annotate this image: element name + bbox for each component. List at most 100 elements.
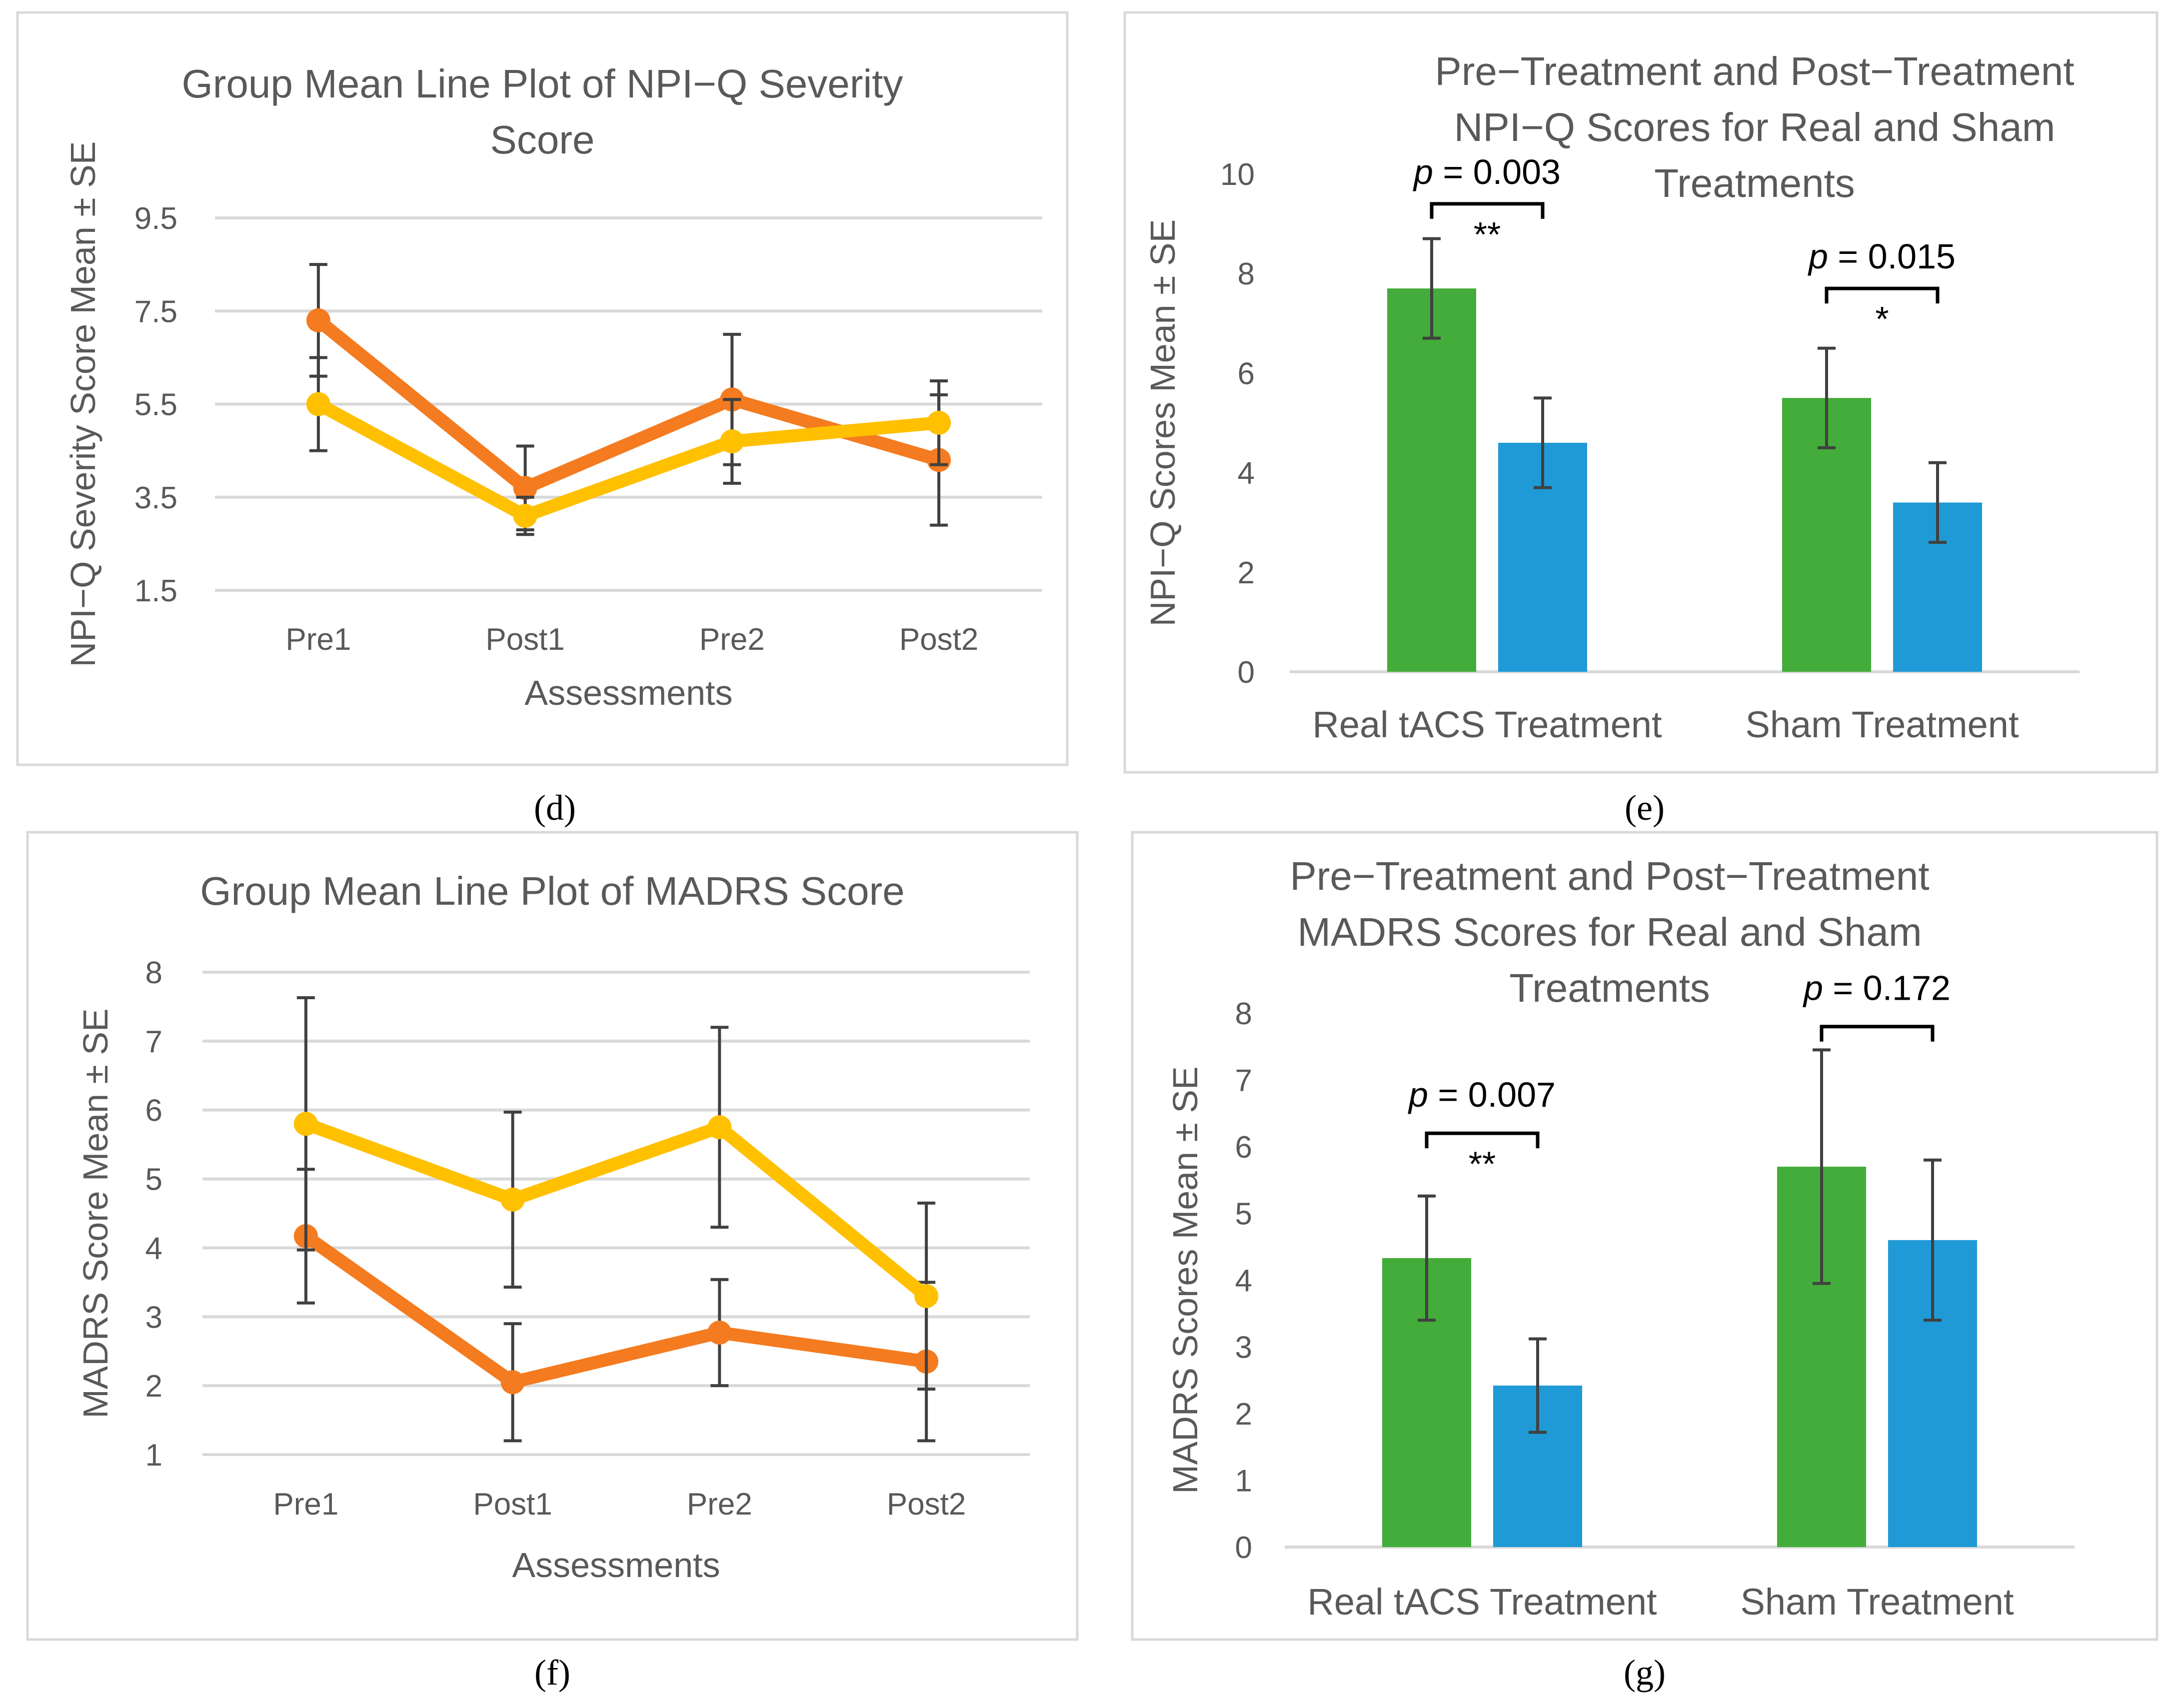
x-tick-label: Pre1: [273, 1487, 338, 1522]
y-tick-label: 0: [1235, 1531, 1252, 1565]
significance-bracket: [1425, 1131, 1540, 1149]
y-tick-label: 3: [145, 1300, 162, 1335]
y-tick-label: 0: [1238, 655, 1255, 690]
p-value: = 0.003: [1433, 152, 1561, 191]
significance-annotation: p = 0.007 **: [1408, 1075, 1556, 1183]
series-0: [1387, 237, 1871, 672]
p-value-label: p = 0.003: [1413, 152, 1561, 191]
y-tick-label: 2: [1235, 1397, 1252, 1432]
chart-title: Group Mean Line Plot of NPI−Q Severity: [182, 61, 903, 106]
data-point: [500, 1187, 525, 1212]
data-point: [500, 1370, 525, 1395]
x-tick-label: Post1: [473, 1487, 552, 1522]
significance-annotation: p = 0.172: [1803, 968, 1951, 1042]
y-tick-label: 9.5: [134, 201, 177, 236]
x-tick-label: Pre1: [285, 622, 351, 657]
y-axis-label: NPI−Q Severity Score Mean ± SE: [63, 141, 102, 667]
chart-title: NPI−Q Scores for Real and Sham: [1454, 105, 2056, 149]
y-tick-label: 1: [1235, 1464, 1252, 1499]
y-tick-label: 5.5: [134, 388, 177, 422]
chart-title: Pre−Treatment and Post−Treatment: [1435, 49, 2074, 93]
p-symbol: p: [1803, 968, 1823, 1007]
chart-title: Treatments: [1654, 161, 1855, 205]
series-0: [1382, 1048, 1866, 1547]
significance-annotation: p = 0.015 *: [1808, 237, 1956, 338]
y-tick-label: 1.5: [134, 574, 177, 608]
p-value: = 0.007: [1428, 1075, 1556, 1114]
significance-bracket: [1820, 1025, 1935, 1042]
x-tick-label: Post2: [899, 622, 979, 657]
p-value-label: p = 0.015: [1808, 237, 1956, 276]
y-tick-label: 7: [1235, 1064, 1252, 1098]
data-point: [707, 1115, 732, 1140]
p-symbol: p: [1808, 237, 1828, 276]
y-tick-label: 8: [145, 956, 162, 990]
chart-panel-e: Pre−Treatment and Post−Treatment NPI−Q Sc…: [1123, 11, 2159, 774]
x-axis-label: Assessments: [524, 673, 732, 712]
y-tick-label: 10: [1220, 157, 1255, 192]
y-tick-label: 8: [1235, 997, 1252, 1031]
panel-frame: [26, 831, 1079, 1641]
panel-label: (e): [1625, 788, 1665, 828]
panel-frame: [1131, 831, 2159, 1641]
y-tick-label: 1: [145, 1438, 162, 1473]
data-point: [306, 392, 330, 416]
x-tick-label: Sham Treatment: [1740, 1581, 2014, 1623]
x-tick-label: Real tACS Treatment: [1307, 1581, 1657, 1623]
chart-panel-g: Pre−Treatment and Post−Treatment MADRS Sc…: [1131, 831, 2159, 1641]
p-value: = 0.015: [1828, 237, 1956, 276]
y-tick-label: 6: [1238, 356, 1255, 391]
significance-annotation: p = 0.003 **: [1413, 152, 1561, 254]
x-tick-label: Sham Treatment: [1745, 704, 2019, 745]
y-axis-label: MADRS Scores Mean ± SE: [1166, 1066, 1205, 1494]
x-tick-label: Post2: [887, 1487, 966, 1522]
y-axis-label: NPI−Q Scores Mean ± SE: [1143, 219, 1182, 627]
y-tick-label: 2: [1238, 556, 1255, 590]
data-point: [306, 308, 330, 332]
x-axis-label: Assessments: [512, 1546, 720, 1585]
y-tick-label: 8: [1238, 257, 1255, 291]
series-1: [1493, 1158, 1977, 1547]
data-point: [707, 1320, 732, 1345]
y-tick-label: 7.5: [134, 294, 177, 329]
series-1: [1498, 396, 1982, 672]
series-line: [302, 1231, 927, 1389]
significance-stars: **: [1469, 1144, 1496, 1183]
chart-title: Group Mean Line Plot of MADRS Score: [200, 869, 905, 913]
p-value: = 0.172: [1823, 968, 1951, 1007]
data-point: [513, 476, 537, 500]
y-tick-label: 7: [145, 1025, 162, 1059]
y-tick-label: 4: [1238, 456, 1255, 491]
y-tick-label: 2: [145, 1369, 162, 1404]
chart-title: MADRS Scores for Real and Sham: [1297, 910, 1922, 954]
x-tick-label: Post1: [485, 622, 565, 657]
chart-title: Score: [490, 117, 595, 162]
bar: [1387, 288, 1476, 672]
x-tick-label: Pre2: [687, 1487, 752, 1522]
p-symbol: p: [1413, 152, 1433, 191]
y-axis-label: MADRS Score Mean ± SE: [76, 1008, 115, 1418]
y-tick-label: 4: [145, 1231, 162, 1266]
data-point: [513, 504, 537, 528]
series-line: [315, 398, 940, 522]
panel-frame: [16, 11, 1069, 766]
data-point: [293, 1112, 318, 1136]
p-symbol: p: [1408, 1075, 1428, 1114]
x-tick-label: Real tACS Treatment: [1312, 704, 1662, 745]
series-1: [306, 356, 951, 536]
significance-stars: **: [1474, 215, 1501, 254]
y-tick-label: 4: [1235, 1264, 1252, 1298]
chart-panel-d: Group Mean Line Plot of NPI−Q Severity Sc…: [16, 11, 1069, 766]
series-line: [303, 1118, 931, 1301]
chart-title: Pre−Treatment and Post−Treatment: [1290, 854, 1929, 898]
y-tick-label: 3.5: [134, 481, 177, 515]
y-tick-label: 3: [1235, 1331, 1252, 1365]
data-point: [914, 1284, 939, 1308]
series-1: [293, 996, 939, 1391]
p-value-label: p = 0.007: [1408, 1075, 1556, 1114]
y-tick-label: 5: [1235, 1197, 1252, 1232]
data-point: [927, 410, 951, 435]
panel-frame: [1123, 11, 2159, 774]
panel-label: (f): [534, 1653, 570, 1693]
